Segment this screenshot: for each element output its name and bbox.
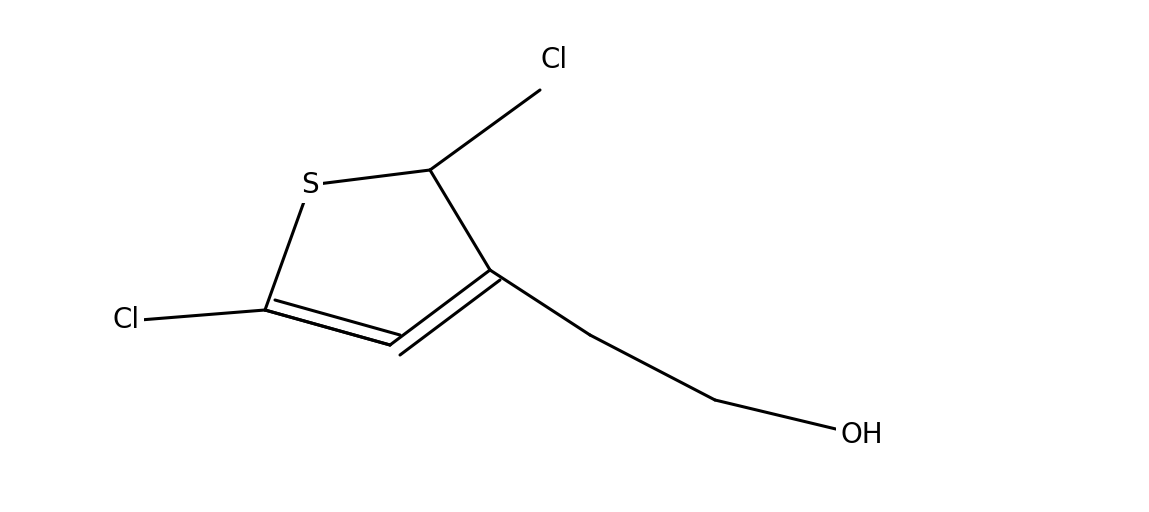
Text: Cl: Cl [113,306,140,334]
Text: Cl: Cl [540,46,568,74]
Text: OH: OH [840,421,882,449]
Text: S: S [301,171,318,199]
